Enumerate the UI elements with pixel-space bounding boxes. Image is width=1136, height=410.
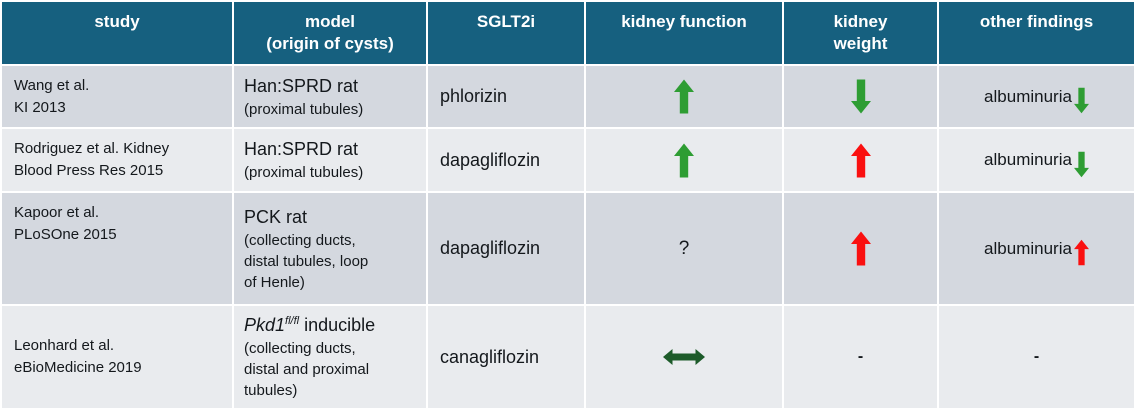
green-down-arrow-icon <box>850 79 871 114</box>
row1-other-findings-cell: albuminuria <box>939 66 1134 127</box>
row4-model-gene: Pkd1 <box>244 315 286 335</box>
row4-kidney-function-cell <box>586 306 782 408</box>
row3-model-cell: PCK rat (collecting ducts, distal tubule… <box>234 193 426 304</box>
green-up-arrow-icon <box>674 143 694 177</box>
row4-model-cell: Pkd1fl/fl inducible (collecting ducts, d… <box>234 306 426 408</box>
row1-other-findings-text: albuminuria <box>984 86 1072 106</box>
header-sglt2i-label: SGLT2i <box>476 12 536 31</box>
row4-model-name-rest: inducible <box>304 315 376 335</box>
row3-sglt2i-cell: dapagliflozin <box>428 193 584 304</box>
red-up-arrow-icon <box>850 143 871 177</box>
row4-kidney-weight-none: - <box>857 348 864 365</box>
row3-study-line2: PLoSOne 2015 <box>14 226 117 243</box>
header-kidney-function-label: kidney function <box>621 12 747 31</box>
row3-kidney-weight-cell <box>784 193 937 304</box>
row3-other-findings-text: albuminuria <box>984 238 1072 258</box>
row4-other-findings-cell: - <box>939 306 1134 408</box>
row4-sglt2i-cell: canagliflozin <box>428 306 584 408</box>
row1-model-origin: (proximal tubules) <box>244 100 364 118</box>
header-model-label: model (origin of cysts) <box>266 12 394 54</box>
row2-model-cell: Han:SPRD rat (proximal tubules) <box>234 129 426 191</box>
row4-model-name: Pkd1fl/fl inducible <box>244 313 375 338</box>
header-study-label: study <box>94 12 140 31</box>
row1-model-name: Han:SPRD rat <box>244 75 359 96</box>
row4-study-line1: Leonhard et al. <box>14 337 115 354</box>
row4-other-findings-none: - <box>1033 348 1040 365</box>
header-other-findings-label: other findings <box>979 12 1094 31</box>
row4-model-gene-superscript: fl/fl <box>285 315 300 327</box>
row2-other-findings-cell: albuminuria <box>939 129 1134 191</box>
red-up-arrow-icon <box>850 231 871 266</box>
green-down-arrow-icon <box>1073 151 1089 177</box>
row1-study-line2: KI 2013 <box>14 98 66 116</box>
header-other-findings: other findings <box>939 2 1134 64</box>
row4-model-origin: (collecting ducts, distal and proximal t… <box>244 340 370 399</box>
row4-study-line2: eBioMedicine 2019 <box>14 359 142 376</box>
row2-kidney-weight-cell <box>784 129 937 191</box>
row3-model-origin: (collecting ducts, distal tubules, loop … <box>244 231 369 291</box>
row4-study-cell: Leonhard et al. eBioMedicine 2019 <box>2 306 232 408</box>
row3-model-name: PCK rat <box>244 206 308 227</box>
row2-study-line1: Rodriguez et al. Kidney <box>14 140 170 157</box>
header-study: study <box>2 2 232 64</box>
row3-kidney-function-cell: ? <box>586 193 782 304</box>
header-kidney-weight: kidney weight <box>784 2 937 64</box>
red-up-arrow-icon <box>1073 239 1089 266</box>
row1-kidney-weight-cell <box>784 66 937 127</box>
row1-study-line1: Wang et al. <box>14 76 90 94</box>
row2-model-name: Han:SPRD rat <box>244 139 359 159</box>
row1-kidney-function-cell <box>586 66 782 127</box>
row2-other-findings-text: albuminuria <box>984 150 1072 169</box>
header-kidney-function: kidney function <box>586 2 782 64</box>
dark-green-left-right-arrow-icon <box>663 349 705 365</box>
header-sglt2i: SGLT2i <box>428 2 584 64</box>
row2-sglt2i-cell: dapagliflozin <box>428 129 584 191</box>
row3-kidney-function-unknown: ? <box>678 237 690 259</box>
row3-other-findings-cell: albuminuria <box>939 193 1134 304</box>
row2-kidney-function-cell <box>586 129 782 191</box>
row2-study-line2: Blood Press Res 2015 <box>14 162 164 179</box>
row3-study-line1: Kapoor et al. <box>14 204 100 221</box>
header-kidney-weight-label: kidney weight <box>833 12 888 54</box>
row2-model-origin: (proximal tubules) <box>244 164 364 181</box>
row1-study-cell: Wang et al. KI 2013 <box>2 66 232 127</box>
row1-model-cell: Han:SPRD rat (proximal tubules) <box>234 66 426 127</box>
row3-study-cell: Kapoor et al. PLoSOne 2015 <box>2 193 232 304</box>
header-model: model (origin of cysts) <box>234 2 426 64</box>
row1-sglt2i-cell: phlorizin <box>428 66 584 127</box>
green-up-arrow-icon <box>674 79 694 114</box>
row4-kidney-weight-cell: - <box>784 306 937 408</box>
green-down-arrow-icon <box>1073 87 1089 114</box>
row2-study-cell: Rodriguez et al. Kidney Blood Press Res … <box>2 129 232 191</box>
